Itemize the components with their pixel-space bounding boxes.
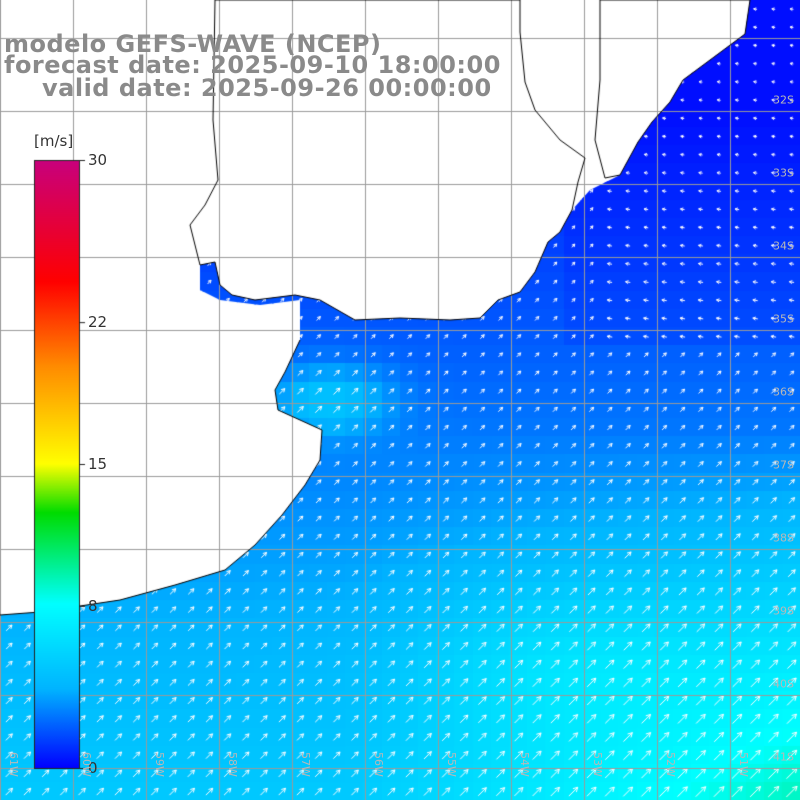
- latitude-label: 39S: [773, 604, 794, 618]
- colorbar-tick-label: 22: [88, 313, 108, 332]
- longitude-label: 51W: [737, 752, 750, 777]
- latitude-label: 33S: [773, 166, 794, 180]
- colorbar-tick-label: 30: [88, 151, 108, 169]
- longitude-label: 56W: [372, 752, 385, 777]
- latitude-label: 35S: [773, 312, 794, 326]
- colorbar-tick-label: 0: [88, 759, 98, 777]
- colorbar-tick-label: 8: [88, 596, 98, 615]
- latitude-label: 41S: [773, 750, 794, 764]
- valid-date-title: valid date: 2025-09-26 00:00:00: [42, 74, 492, 102]
- colorbar-tick-label: 15: [88, 455, 108, 473]
- forecast-date-title: forecast date: 2025-09-10 18:00:00: [4, 51, 501, 79]
- model-title: modelo GEFS-WAVE (NCEP): [4, 30, 382, 58]
- longitude-label: 54W: [518, 752, 531, 777]
- latitude-label: 37S: [773, 458, 794, 472]
- longitude-label: 57W: [299, 752, 312, 777]
- colorbar-unit-label: [m/s]: [34, 132, 74, 150]
- longitude-label: 60W: [80, 752, 93, 777]
- latitude-label: 38S: [773, 531, 794, 545]
- latitude-label: 36S: [773, 385, 794, 399]
- longitude-label: 58W: [226, 752, 239, 777]
- longitude-label: 61W: [7, 752, 20, 777]
- latitude-label: 32S: [773, 93, 794, 107]
- latitude-label: 40S: [773, 677, 794, 691]
- longitude-label: 55W: [445, 752, 458, 777]
- longitude-label: 52W: [664, 752, 677, 777]
- latitude-label: 34S: [773, 239, 794, 253]
- longitude-label: 59W: [153, 752, 166, 777]
- longitude-label: 53W: [591, 752, 604, 777]
